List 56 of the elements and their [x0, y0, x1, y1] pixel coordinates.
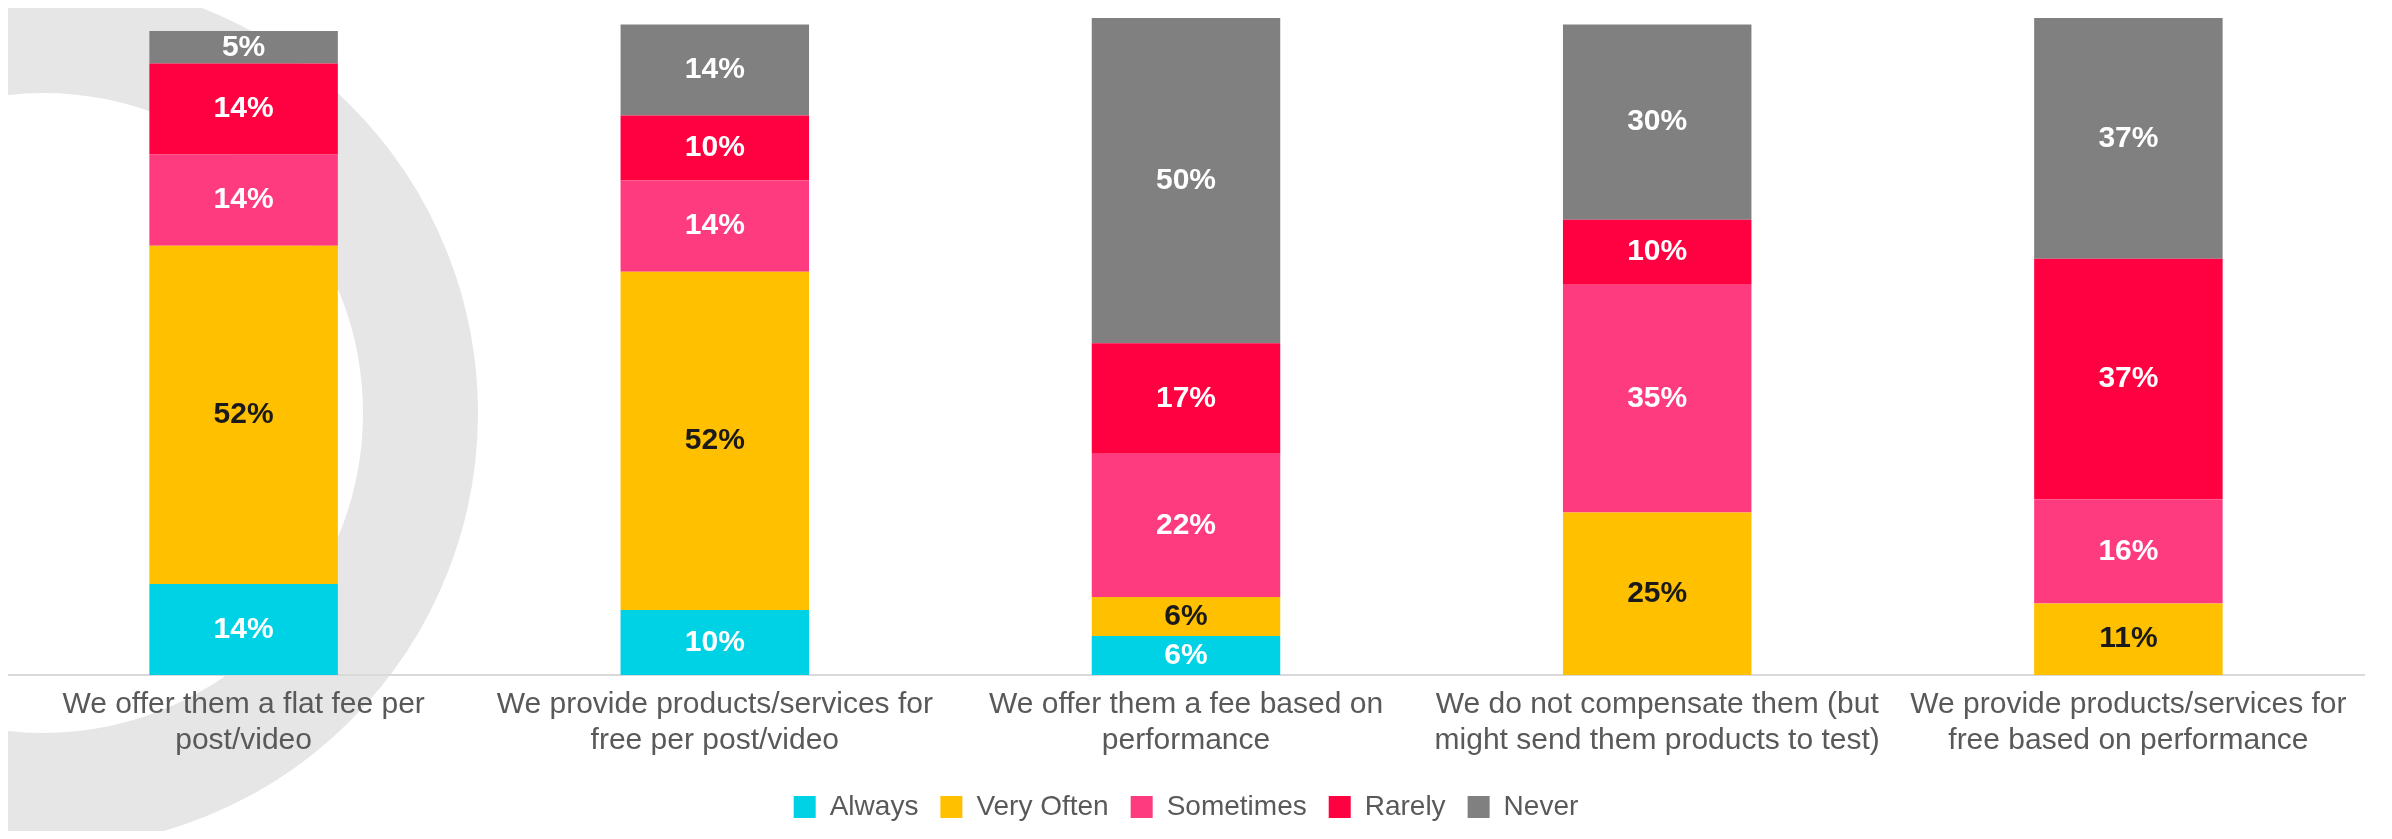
- bar: [1562, 24, 1752, 220]
- x-tick-label: We offer them a flat fee per post/video: [62, 686, 425, 756]
- bar: [620, 609, 810, 675]
- data-label: 30%: [1627, 103, 1688, 137]
- data-label: 35%: [1627, 379, 1688, 413]
- data-label: 5%: [221, 28, 266, 62]
- bar: [149, 583, 338, 675]
- bar: [2034, 18, 2223, 259]
- bar: [1562, 284, 1752, 513]
- bar: [1091, 18, 1281, 344]
- x-tick-label: We offer them a fee based on performance: [988, 686, 1384, 756]
- bar: [1091, 596, 1281, 636]
- bar: [620, 24, 810, 116]
- bar: [149, 154, 338, 246]
- legend-label: Very Often: [976, 789, 1109, 821]
- bar: [620, 271, 810, 610]
- legend-label: Sometimes: [1166, 789, 1307, 821]
- data-label: 6%: [1164, 597, 1208, 631]
- x-tick-label: We provide products/services for free per post/video: [496, 686, 933, 756]
- data-label: 17%: [1155, 379, 1217, 413]
- data-label: 52%: [684, 422, 745, 456]
- bar: [149, 63, 338, 155]
- data-label: 14%: [213, 610, 274, 644]
- bar: [2034, 258, 2223, 500]
- bar: [2034, 603, 2223, 675]
- bar: [149, 245, 338, 584]
- legend-label: Rarely: [1364, 789, 1446, 821]
- data-label: 14%: [684, 207, 745, 241]
- x-tick-label: We do not compensate them (but might send them products to test): [1434, 686, 1880, 756]
- bar: [149, 31, 338, 64]
- data-label: 25%: [1627, 574, 1688, 608]
- bar: [1091, 343, 1281, 454]
- legend-label: Always: [829, 789, 919, 821]
- legend-label: Never: [1503, 789, 1579, 821]
- bar: [1562, 219, 1752, 285]
- x-tick-label: We provide products/services for free based on performance: [1910, 686, 2347, 756]
- data-label: 16%: [2098, 532, 2159, 566]
- data-label: 52%: [213, 396, 274, 430]
- data-label: 14%: [684, 51, 745, 85]
- bar: [620, 180, 810, 272]
- data-label: 6%: [1164, 636, 1208, 670]
- data-label: 22%: [1155, 506, 1217, 540]
- data-label: 10%: [684, 129, 745, 163]
- data-label: 14%: [213, 181, 274, 215]
- bar: [1091, 453, 1281, 597]
- bar: [620, 115, 810, 181]
- data-label: 37%: [2098, 119, 2159, 153]
- bar: [1091, 635, 1281, 675]
- data-label: 37%: [2098, 360, 2159, 394]
- bar: [2034, 499, 2223, 604]
- bar: [1562, 512, 1752, 675]
- data-label: 10%: [1627, 233, 1688, 267]
- data-label: 11%: [2099, 620, 2158, 654]
- data-label: 14%: [213, 90, 274, 124]
- data-label: 10%: [684, 623, 745, 657]
- data-label: 50%: [1155, 161, 1217, 195]
